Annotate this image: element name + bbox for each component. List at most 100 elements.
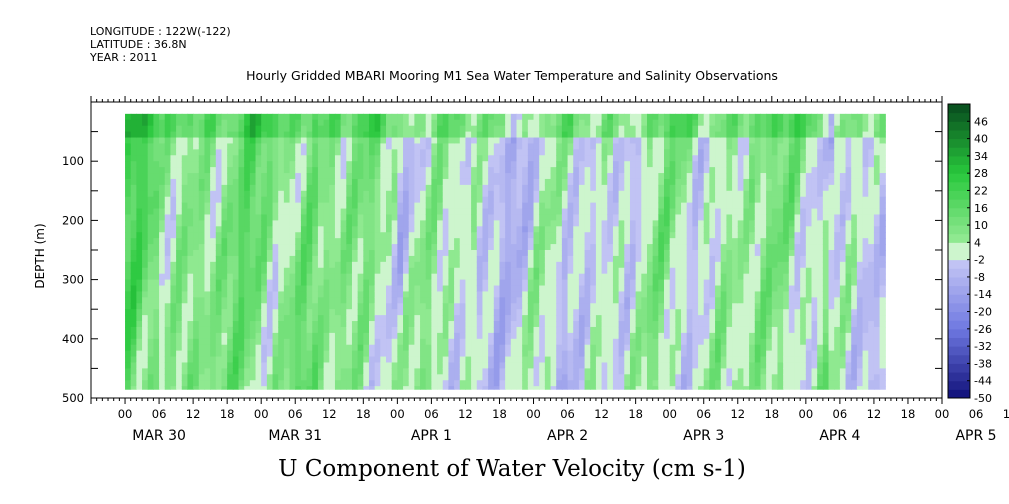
heatmap-cell xyxy=(561,326,569,334)
heatmap-cell xyxy=(641,143,648,150)
heatmap-cell xyxy=(641,214,648,221)
heatmap-cell xyxy=(261,273,268,281)
heatmap-cell xyxy=(720,137,728,145)
heatmap-cell xyxy=(420,303,427,310)
heatmap-cell xyxy=(703,315,710,322)
heatmap-cell xyxy=(391,220,398,227)
heatmap-cell xyxy=(539,279,546,287)
heatmap-cell xyxy=(283,321,291,328)
heatmap-cell xyxy=(329,137,336,145)
heatmap-cell xyxy=(266,232,274,239)
heatmap-cell xyxy=(283,190,291,198)
heatmap-cell xyxy=(595,368,603,375)
heatmap-cell xyxy=(471,267,478,275)
heatmap-cell xyxy=(386,261,393,269)
heatmap-cell xyxy=(442,173,450,180)
heatmap-cell xyxy=(686,374,693,381)
heatmap-cell xyxy=(692,315,699,322)
heatmap-cell xyxy=(715,386,722,390)
heatmap-cell xyxy=(709,279,716,287)
heatmap-cell xyxy=(698,356,705,364)
heatmap-cell xyxy=(391,202,398,210)
heatmap-cell xyxy=(493,184,501,192)
heatmap-cell xyxy=(397,161,404,168)
heatmap-cell xyxy=(556,291,563,298)
heatmap-cell xyxy=(499,131,506,139)
heatmap-cell xyxy=(232,273,240,281)
heatmap-cell xyxy=(142,321,149,328)
heatmap-cell xyxy=(516,125,523,133)
heatmap-cell xyxy=(590,321,597,328)
heatmap-cell xyxy=(556,137,563,145)
heatmap-cell xyxy=(363,113,370,121)
heatmap-cell xyxy=(664,143,671,150)
heatmap-cell xyxy=(629,226,637,233)
heatmap-cell xyxy=(720,338,728,346)
heatmap-cell xyxy=(312,267,319,275)
heatmap-cell xyxy=(664,232,671,239)
heatmap-cell xyxy=(635,137,642,145)
heatmap-cell xyxy=(147,113,154,121)
heatmap-cell xyxy=(289,368,296,375)
heatmap-cell xyxy=(136,196,143,204)
heatmap-cell xyxy=(527,232,535,239)
heatmap-cell xyxy=(204,267,211,275)
heatmap-cell xyxy=(227,202,234,210)
heatmap-cell xyxy=(363,131,370,139)
heatmap-cell xyxy=(635,362,642,369)
heatmap-cell xyxy=(578,202,586,210)
heatmap-cell xyxy=(159,297,166,304)
heatmap-cell xyxy=(544,297,552,304)
heatmap-cell xyxy=(488,167,495,174)
heatmap-cell xyxy=(346,137,353,145)
heatmap-cell xyxy=(499,202,506,210)
heatmap-cell xyxy=(454,356,461,364)
heatmap-cell xyxy=(629,297,637,304)
heatmap-cell xyxy=(130,350,137,358)
heatmap-cell xyxy=(306,386,313,390)
heatmap-cell xyxy=(624,238,631,245)
heatmap-cell xyxy=(590,173,597,180)
heatmap-cell xyxy=(499,137,506,145)
heatmap-cell xyxy=(397,131,404,139)
heatmap-cell xyxy=(669,309,676,316)
heatmap-cell xyxy=(125,332,132,340)
heatmap-cell xyxy=(658,338,665,346)
heatmap-cell xyxy=(363,137,370,145)
heatmap-cell xyxy=(499,350,506,358)
heatmap-cell xyxy=(590,149,597,156)
heatmap-cell xyxy=(159,362,166,369)
heatmap-cell xyxy=(692,190,699,198)
heatmap-cell xyxy=(601,173,608,180)
heatmap-cell xyxy=(493,226,501,233)
heatmap-cell xyxy=(522,113,529,121)
heatmap-cell xyxy=(300,131,308,139)
heatmap-cell xyxy=(703,161,710,168)
heatmap-cell xyxy=(204,356,211,364)
heatmap-cell xyxy=(652,220,659,227)
heatmap-cell xyxy=(442,125,450,133)
heatmap-cell xyxy=(573,279,580,287)
heatmap-cell xyxy=(703,178,710,186)
heatmap-cell xyxy=(403,149,410,156)
heatmap-cell xyxy=(210,232,217,239)
heatmap-cell xyxy=(715,279,722,287)
heatmap-cell xyxy=(278,244,285,251)
heatmap-cell xyxy=(488,232,495,239)
heatmap-cell xyxy=(130,184,137,192)
heatmap-cell xyxy=(261,362,268,369)
heatmap-cell xyxy=(317,362,325,369)
heatmap-cell xyxy=(681,208,688,216)
heatmap-cell xyxy=(374,184,381,192)
heatmap-cell xyxy=(476,149,484,156)
heatmap-cell xyxy=(493,368,501,375)
heatmap-cell xyxy=(403,119,410,127)
heatmap-cell xyxy=(675,368,682,375)
heatmap-cell xyxy=(425,338,432,346)
heatmap-cell xyxy=(476,119,484,127)
heatmap-cell xyxy=(499,184,506,192)
heatmap-cell xyxy=(221,350,228,358)
heatmap-cell xyxy=(539,125,546,133)
heatmap-cell xyxy=(686,143,693,150)
heatmap-cell xyxy=(340,143,347,150)
